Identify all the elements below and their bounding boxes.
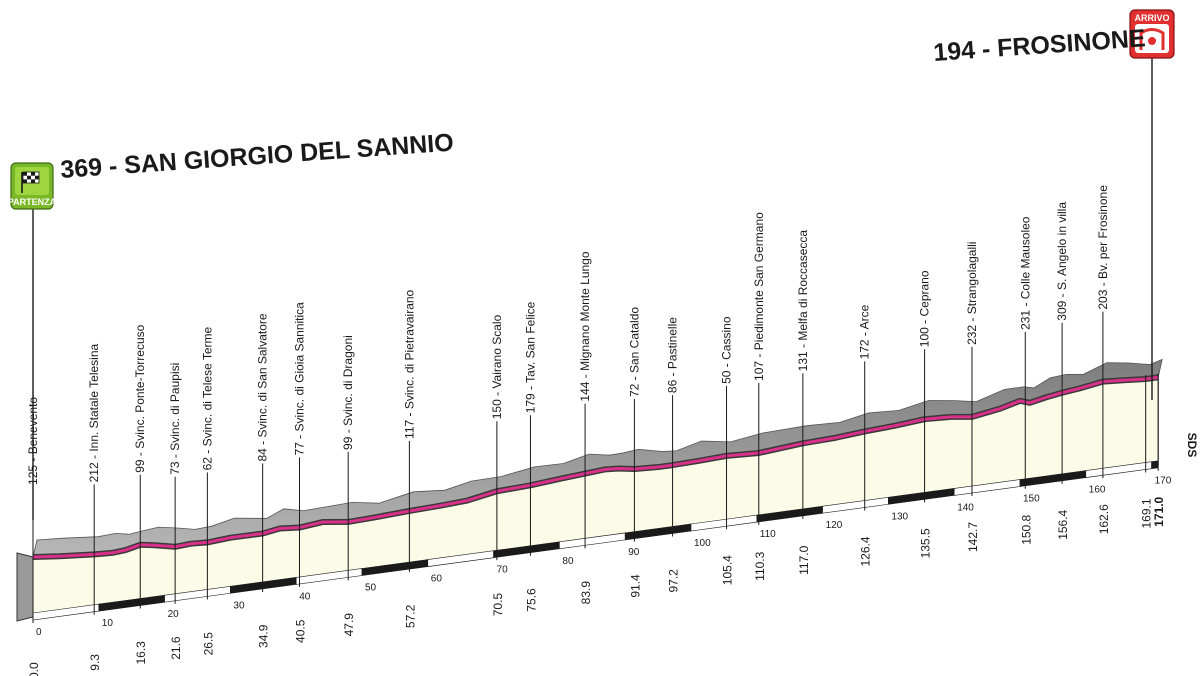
start-title: 369 - SAN GIORGIO DEL SANNIO [59,129,454,184]
axis-tick-label: 60 [431,574,443,585]
waypoint-km: 171.0 [1152,496,1166,526]
sds-label: SDS [1185,433,1199,458]
waypoint-label: 144 - Mignano Monte Lungo [578,251,592,401]
waypoint-km: 70.5 [491,593,505,617]
axis-tick-label: 170 [1155,476,1172,487]
axis-tick-label: 70 [497,565,509,576]
waypoint-label: 50 - Cassino [720,316,734,384]
waypoint-km: 34.9 [257,624,271,648]
axis-tick-label: 0 [36,627,42,638]
waypoint-km: 83.9 [579,581,593,605]
arrivo-badge: ARRIVO [1129,9,1175,59]
waypoint-km: 169.1 [1140,498,1154,528]
waypoint-km-values: 0.0 9.3 16.3 21.6 26.5 34.9 40.5 47.9 57.2 70.5 75… [27,496,1166,676]
waypoint-label: 150 - Vairano Scalo [490,314,504,419]
axis-tick-label: 30 [233,600,245,611]
axis-tick-label: 130 [891,511,908,522]
waypoint-km: 21.6 [169,636,183,660]
waypoint-label: 99 - Svinc. Ponte-Torrecuso [133,324,147,472]
waypoint-km: 9.3 [88,654,102,671]
waypoint-km: 156.4 [1056,509,1070,539]
waypoint-km: 91.4 [628,574,642,598]
axis-tick-label: 120 [826,520,843,531]
km-axis [32,460,1159,621]
axis-tick-label: 150 [1023,494,1040,505]
partenza-badge-label: PARTENZA [8,197,57,207]
waypoint-km: 97.2 [667,569,681,593]
route-path [32,375,1159,559]
arrivo-badge-label: ARRIVO [1134,13,1169,23]
checkered-flag-icon [21,171,40,193]
waypoint-label: 62 - Svinc. di Telese Terme [200,326,214,470]
axis-tick-label: 140 [957,502,974,513]
waypoint-label: 86 - Pastinelle [666,317,680,393]
axis-tick-label: 100 [694,538,711,549]
waypoint-km: 126.4 [859,536,873,566]
waypoint-km: 16.3 [134,641,148,665]
waypoint-label: 232 - Strangolagalli [965,242,979,345]
finish-arch-icon [1139,28,1165,50]
start-marker: PARTENZA 369 - SAN GIORGIO DEL SANNIO [8,129,455,520]
axis-tick-label: 160 [1089,485,1106,496]
waypoint-label: 77 - Svinc. di Gioia Sannitica [292,302,306,456]
waypoint-km: 117.0 [797,545,811,574]
route-line [32,374,1159,560]
waypoint-label: 131 - Melfa di Roccasecca [796,230,810,372]
finish-title: 194 - FROSINONE [932,24,1146,67]
axis-tick-label: 90 [628,547,640,558]
axis-tick-label: 50 [365,583,377,594]
cliff-face [16,552,34,622]
waypoint-label: 107 - Piedimonte San Germano [752,212,766,381]
waypoint-km: 57.2 [403,604,417,628]
waypoint-label: 117 - Svinc. di Pietravairano [402,289,416,439]
axis-tick-label: 80 [562,556,574,567]
waypoint-labels: 125 - Benevento 212 - Inn. Statale Telesi… [26,185,1110,485]
waypoint-label: 72 - San Cataldo [627,307,641,397]
waypoint-label: 231 - Colle Mausoleo [1018,216,1032,330]
waypoint-label: 84 - Svinc. di San Salvatore [256,313,270,461]
waypoint-label: 179 - Tav. San Felice [523,301,537,413]
partenza-badge: PARTENZA [8,162,57,210]
waypoint-label: 99 - Svinc. di Dragoni [341,335,355,450]
axis-tick-label: 20 [168,609,180,620]
waypoint-label: 100 - Ceprano [918,270,932,347]
waypoint-km: 135.5 [919,528,933,558]
waypoint-km: 142.7 [966,522,980,552]
axis-tick-labels: 0 10 20 30 40 50 60 70 80 90 100 110 120 130 140 150 160… [36,476,1172,638]
waypoint-km: 26.5 [201,632,215,656]
waypoint-km: 110.3 [753,551,767,580]
waypoint-label: 203 - Bv. per Frosinone [1096,185,1110,310]
waypoint-km: 162.6 [1097,504,1111,534]
waypoint-label: 172 - Arce [858,304,872,359]
axis-tick-label: 10 [102,618,114,629]
waypoint-km: 0.0 [27,662,41,676]
waypoint-km: 105.4 [721,555,735,585]
axis-tick-label: 40 [299,591,311,602]
waypoint-label: 309 - S. Angelo in villa [1055,202,1069,321]
waypoint-label: 212 - Inn. Statale Telesina [87,343,101,482]
waypoint-km: 75.6 [524,588,538,612]
waypoint-label: 73 - Svinc. di Paupisi [168,363,182,475]
waypoint-km: 47.9 [342,613,356,637]
axis-segment [1151,460,1159,470]
axis-tick-label: 110 [760,529,776,540]
waypoint-km: 40.5 [293,619,307,643]
waypoint-km: 150.8 [1019,514,1033,544]
